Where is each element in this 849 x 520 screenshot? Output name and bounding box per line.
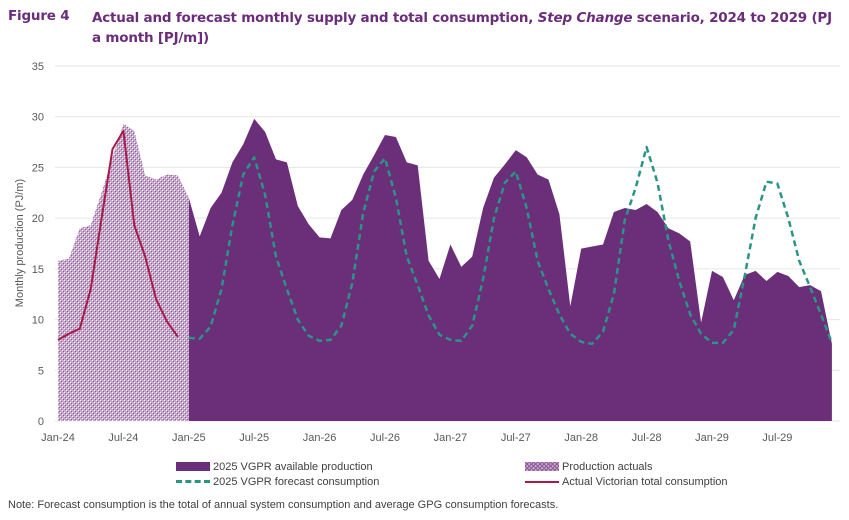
x-tick-label: Jan-25 bbox=[172, 432, 206, 444]
y-axis-label: Monthly production (PJ/m) bbox=[14, 179, 26, 307]
x-tick-label: Jan-29 bbox=[695, 432, 729, 444]
legend-label: Production actuals bbox=[562, 460, 653, 473]
legend-item-actual-consumption: Actual Victorian total consumption bbox=[525, 474, 728, 489]
x-tick-label: Jul-28 bbox=[632, 432, 662, 444]
legend-item-forecast-consumption: 2025 VGPR forecast consumption bbox=[176, 474, 379, 489]
footnote: Note: Forecast consumption is the total … bbox=[8, 499, 559, 511]
x-tick-label: Jul-27 bbox=[501, 432, 531, 444]
y-tick-label: 35 bbox=[32, 61, 44, 73]
solid-line-icon bbox=[525, 480, 559, 483]
x-tick-label: Jul-24 bbox=[108, 432, 138, 444]
hatched-swatch-icon bbox=[525, 462, 559, 471]
solid-swatch-icon bbox=[176, 462, 210, 471]
x-tick-label: Jul-29 bbox=[762, 432, 792, 444]
legend-right: Production actuals Actual Victorian tota… bbox=[525, 459, 728, 489]
legend-label: 2025 VGPR available production bbox=[213, 460, 373, 473]
area-2025-vgpr-available-production bbox=[188, 118, 832, 421]
y-axis-ticks: 0 5 10 15 20 25 30 35 bbox=[32, 61, 44, 428]
y-tick-label: 15 bbox=[32, 264, 44, 276]
x-tick-label: Jan-26 bbox=[303, 432, 337, 444]
x-tick-label: Jul-26 bbox=[370, 432, 400, 444]
line-actual-victorian-total-consumption bbox=[57, 129, 179, 341]
y-tick-label: 10 bbox=[32, 315, 44, 327]
figure-title: Actual and forecast monthly supply and t… bbox=[92, 8, 837, 48]
line-series bbox=[57, 129, 834, 346]
legend-item-available-production: 2025 VGPR available production bbox=[176, 459, 379, 474]
figure-title-part2: scenario, 2024 to 2029 (PJ a month [PJ/m… bbox=[92, 10, 832, 46]
y-tick-label: 30 bbox=[32, 112, 44, 124]
legend-item-production-actuals: Production actuals bbox=[525, 459, 728, 474]
figure-title-part1: Actual and forecast monthly supply and t… bbox=[92, 10, 538, 26]
legend-label: 2025 VGPR forecast consumption bbox=[213, 475, 380, 488]
y-tick-label: 20 bbox=[32, 213, 44, 225]
x-tick-label: Jan-28 bbox=[564, 432, 598, 444]
area-production-actuals bbox=[58, 123, 189, 422]
dashed-line-icon bbox=[176, 480, 210, 483]
y-tick-label: 25 bbox=[32, 162, 44, 174]
y-tick-label: 0 bbox=[38, 416, 44, 428]
line-2025-vgpr-forecast-consumption bbox=[188, 145, 834, 346]
x-axis-ticks: Jan-24 Jul-24 Jan-25 Jul-25 Jan-26 Jul-26 Jan-… bbox=[41, 432, 792, 444]
x-tick-label: Jan-27 bbox=[434, 432, 468, 444]
area-series bbox=[58, 118, 832, 422]
x-tick-label: Jan-24 bbox=[41, 432, 75, 444]
figure-title-italic: Step Change bbox=[537, 10, 633, 26]
figure-label: Figure 4 bbox=[8, 8, 70, 24]
x-tick-label: Jul-25 bbox=[239, 432, 269, 444]
legend-label: Actual Victorian total consumption bbox=[562, 475, 728, 488]
legend-left: 2025 VGPR available production 2025 VGPR… bbox=[176, 459, 379, 489]
y-tick-label: 5 bbox=[38, 365, 44, 377]
